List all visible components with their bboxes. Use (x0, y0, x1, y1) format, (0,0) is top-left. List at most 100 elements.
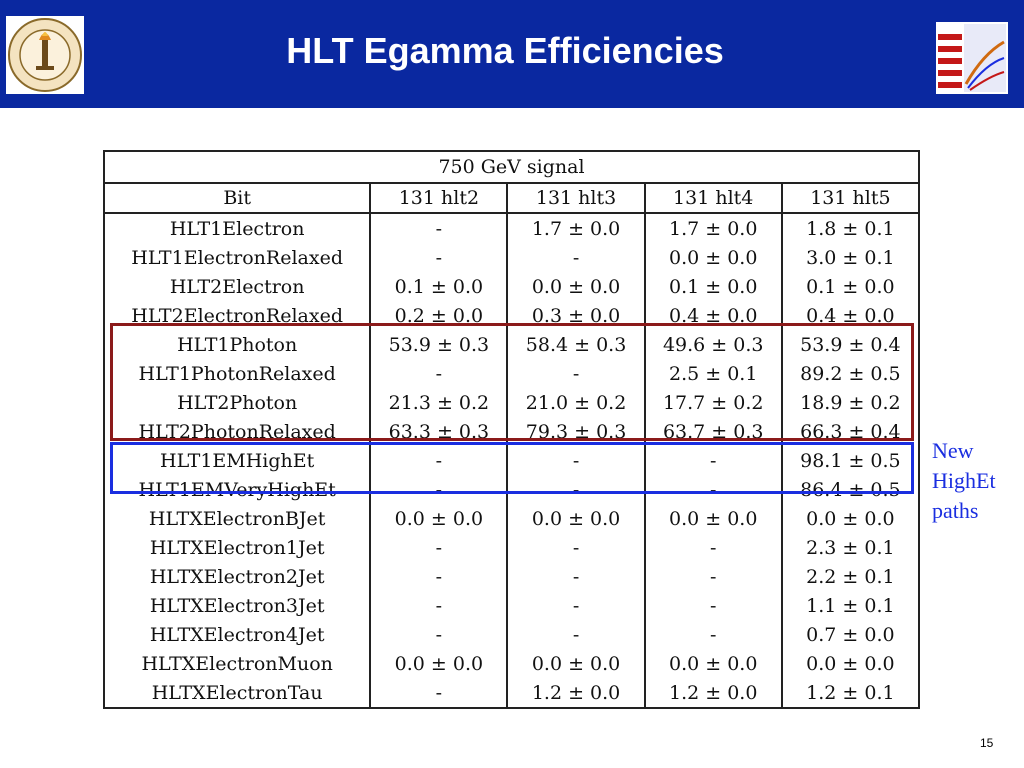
table-row: HLTXElectronTau -1.2 ± 0.0 1.2 ± 0.0 1.2 ± … (102, 678, 921, 708)
efficiency-cell: 17.7 ± 0.2 (643, 388, 783, 417)
efficiency-cell: 0.0 ± 0.0 (506, 504, 646, 533)
efficiency-cell: 1.2 ± 0.0 (643, 678, 783, 708)
efficiency-table-container: 750 GeV signal Bit 131 hlt2 131 hlt3 131… (102, 150, 921, 709)
efficiency-cell: 98.1 ± 0.5 (780, 446, 921, 475)
efficiency-cell: - (369, 359, 509, 388)
efficiency-cell: 0.0 ± 0.0 (369, 649, 509, 678)
efficiency-cell: 3.0 ± 0.1 (780, 243, 921, 272)
note-line: paths (932, 498, 979, 523)
efficiency-cell: - (369, 213, 509, 243)
trigger-bit-cell: HLT2PhotonRelaxed (102, 417, 372, 446)
efficiency-cell: - (369, 475, 509, 504)
uscms-logo (936, 22, 1008, 94)
efficiency-cell: 21.3 ± 0.2 (369, 388, 509, 417)
slide-title: HLT Egamma Efficiencies (286, 30, 724, 71)
efficiency-cell: - (369, 562, 509, 591)
efficiency-cell: - (643, 446, 783, 475)
efficiency-cell: 2.2 ± 0.1 (780, 562, 921, 591)
table-body: HLT1Electron -1.7 ± 0.0 1.7 ± 0.0 1.8 ± 0.1… (102, 213, 921, 708)
efficiency-cell: - (369, 620, 509, 649)
efficiency-cell: 0.0 ± 0.0 (506, 649, 646, 678)
efficiency-cell: - (506, 446, 646, 475)
table-row: HLTXElectron2Jet - - -2.2 ± 0.1 (102, 562, 921, 591)
table-row: HLT1Photon 53.9 ± 0.3 58.4 ± 0.3 49.6 ± 0.3… (102, 330, 921, 359)
efficiency-cell: 1.2 ± 0.0 (506, 678, 646, 708)
efficiency-cell: 2.5 ± 0.1 (643, 359, 783, 388)
note-line: New (932, 438, 974, 463)
efficiency-cell: - (643, 591, 783, 620)
table-row: HLTXElectronMuon 0.0 ± 0.0 0.0 ± 0.0 0.0 ± … (102, 649, 921, 678)
trigger-bit-cell: HLTXElectronMuon (102, 649, 372, 678)
trigger-bit-cell: HLT1PhotonRelaxed (102, 359, 372, 388)
column-header-hlt4: 131 hlt4 (643, 183, 783, 214)
trigger-bit-cell: HLTXElectronBJet (102, 504, 372, 533)
efficiency-cell: 0.0 ± 0.0 (780, 504, 921, 533)
efficiency-cell: 49.6 ± 0.3 (643, 330, 783, 359)
efficiency-cell: - (369, 678, 509, 708)
table-row: HLT1EMHighEt - - -98.1 ± 0.5 (102, 446, 921, 475)
table-row: HLT2Electron 0.1 ± 0.0 0.0 ± 0.0 0.1 ± 0.0 0… (102, 272, 921, 301)
efficiency-cell: - (506, 591, 646, 620)
efficiency-cell: 89.2 ± 0.5 (780, 359, 921, 388)
efficiency-cell: - (506, 533, 646, 562)
efficiency-cell: - (506, 620, 646, 649)
efficiency-cell: - (369, 243, 509, 272)
efficiency-cell: - (643, 533, 783, 562)
efficiency-cell: 0.0 ± 0.0 (643, 243, 783, 272)
highet-paths-highlight-box (110, 442, 914, 494)
title-bar: HLT Egamma Efficiencies (0, 0, 1024, 108)
efficiency-cell: - (506, 359, 646, 388)
efficiency-cell: - (506, 243, 646, 272)
column-header-bit: Bit (102, 183, 372, 214)
efficiency-cell: - (643, 620, 783, 649)
efficiency-cell: 0.0 ± 0.0 (643, 649, 783, 678)
efficiency-cell: 0.7 ± 0.0 (780, 620, 921, 649)
column-header-hlt2: 131 hlt2 (369, 183, 509, 214)
trigger-bit-cell: HLTXElectronTau (102, 678, 372, 708)
note-line: HighEt (932, 468, 996, 493)
table-row: HLTXElectron3Jet - - -1.1 ± 0.1 (102, 591, 921, 620)
efficiency-cell: - (369, 446, 509, 475)
efficiency-cell: 0.0 ± 0.0 (506, 272, 646, 301)
trigger-bit-cell: HLT1Electron (102, 213, 372, 243)
efficiency-cell: 66.3 ± 0.4 (780, 417, 921, 446)
efficiency-cell: 21.0 ± 0.2 (506, 388, 646, 417)
efficiency-cell: 2.3 ± 0.1 (780, 533, 921, 562)
trigger-bit-cell: HLT2Photon (102, 388, 372, 417)
efficiency-cell: 63.3 ± 0.3 (369, 417, 509, 446)
table-caption: 750 GeV signal (103, 151, 920, 184)
caltech-seal-logo (6, 16, 84, 94)
table-row: HLT2PhotonRelaxed 63.3 ± 0.3 79.3 ± 0.3 63.… (102, 417, 921, 446)
table-row: HLTXElectron4Jet - - -0.7 ± 0.0 (102, 620, 921, 649)
trigger-bit-cell: HLTXElectron2Jet (102, 562, 372, 591)
efficiency-cell: 1.7 ± 0.0 (506, 213, 646, 243)
photon-paths-highlight-box (110, 323, 914, 441)
trigger-bit-cell: HLTXElectron3Jet (102, 591, 372, 620)
efficiency-cell: - (506, 562, 646, 591)
efficiency-cell: 18.9 ± 0.2 (780, 388, 921, 417)
page-number: 15 (980, 736, 994, 750)
efficiency-cell: 79.3 ± 0.3 (506, 417, 646, 446)
efficiency-cell: 1.8 ± 0.1 (780, 213, 921, 243)
efficiency-cell: - (643, 475, 783, 504)
trigger-bit-cell: HLTXElectron4Jet (102, 620, 372, 649)
table-row: HLT2Photon 21.3 ± 0.2 21.0 ± 0.2 17.7 ± 0.2… (102, 388, 921, 417)
table-row: HLT1ElectronRelaxed - -0.0 ± 0.0 3.0 ± 0.1 (102, 243, 921, 272)
table-row: HLT1Electron -1.7 ± 0.0 1.7 ± 0.0 1.8 ± 0.1 (102, 213, 921, 243)
efficiency-cell: 86.4 ± 0.5 (780, 475, 921, 504)
efficiency-cell: 58.4 ± 0.3 (506, 330, 646, 359)
efficiency-cell: 63.7 ± 0.3 (643, 417, 783, 446)
efficiency-cell: 53.9 ± 0.4 (780, 330, 921, 359)
column-header-hlt3: 131 hlt3 (506, 183, 646, 214)
efficiency-cell: - (506, 475, 646, 504)
column-header-hlt5: 131 hlt5 (780, 183, 921, 214)
efficiency-cell: 0.1 ± 0.0 (780, 272, 921, 301)
trigger-bit-cell: HLT1Photon (102, 330, 372, 359)
new-highet-paths-note: New HighEt paths (932, 436, 996, 526)
efficiency-cell: - (369, 591, 509, 620)
trigger-bit-cell: HLT1EMVeryHighEt (102, 475, 372, 504)
trigger-bit-cell: HLT1EMHighEt (102, 446, 372, 475)
efficiency-cell: 1.2 ± 0.1 (780, 678, 921, 708)
efficiency-cell: - (369, 533, 509, 562)
efficiency-cell: 53.9 ± 0.3 (369, 330, 509, 359)
